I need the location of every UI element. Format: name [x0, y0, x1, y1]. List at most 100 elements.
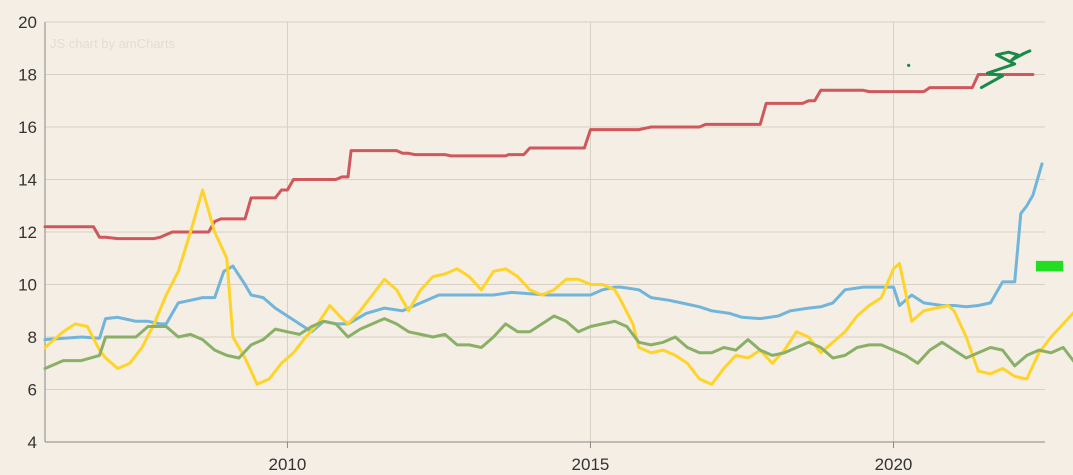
- data-point: [262, 338, 265, 341]
- data-point: [123, 336, 125, 338]
- data-point: [820, 352, 822, 354]
- data-point: [880, 344, 883, 346]
- data-point: [820, 89, 822, 92]
- data-point: [989, 373, 992, 375]
- series-blue: [43, 162, 1044, 342]
- data-point: [420, 302, 422, 304]
- data-point: [1050, 352, 1052, 354]
- data-point: [941, 341, 943, 344]
- data-point: [244, 283, 246, 286]
- data-point: [141, 346, 143, 349]
- data-point: [547, 294, 549, 296]
- data-point: [104, 357, 107, 359]
- axes: 4 6 8 10 12 14 16 18 20 2010 2015 2020: [18, 13, 1045, 474]
- data-point: [401, 310, 404, 312]
- data-point: [444, 153, 446, 156]
- data-point: [1001, 281, 1004, 283]
- data-point: [698, 378, 701, 380]
- data-point: [801, 102, 804, 105]
- data-point: [698, 352, 701, 354]
- data-point: [223, 270, 225, 273]
- data-point: [1013, 281, 1016, 283]
- data-point: [541, 294, 543, 296]
- data-point: [844, 331, 846, 333]
- data-point: [710, 352, 713, 354]
- y-tick-label: 4: [28, 433, 37, 452]
- data-point: [820, 306, 822, 308]
- data-point: [341, 176, 343, 178]
- data-point: [347, 336, 349, 338]
- data-point: [1032, 194, 1034, 197]
- data-point: [1038, 349, 1040, 351]
- data-point: [1001, 367, 1004, 370]
- data-point: [977, 370, 980, 372]
- data-point: [98, 354, 101, 357]
- data-point: [698, 126, 701, 128]
- data-point: [904, 354, 907, 357]
- data-point: [104, 336, 107, 338]
- data-point: [189, 333, 192, 336]
- data-point: [553, 289, 555, 291]
- data-point: [98, 337, 101, 340]
- data-point: [1041, 163, 1043, 165]
- data-point: [62, 359, 64, 362]
- data-point: [971, 86, 974, 89]
- y-tick-label: 14: [18, 171, 37, 190]
- series-line-blue: [43, 162, 1044, 342]
- data-point: [480, 289, 483, 291]
- data-point: [262, 296, 265, 299]
- data-point: [432, 336, 434, 338]
- data-point: [589, 128, 592, 131]
- data-point: [104, 317, 107, 320]
- data-point: [880, 286, 883, 288]
- data-point: [104, 236, 107, 238]
- data-point: [304, 336, 307, 338]
- data-point: [201, 296, 204, 299]
- data-point: [329, 304, 331, 307]
- data-point: [44, 226, 46, 228]
- data-point: [759, 123, 761, 126]
- data-point: [989, 302, 992, 304]
- y-tick-label: 8: [28, 328, 37, 347]
- data-point: [292, 352, 295, 354]
- data-point: [929, 349, 931, 351]
- data-point: [456, 294, 458, 296]
- data-point: [777, 315, 780, 317]
- data-point: [650, 126, 652, 128]
- data-point: [977, 304, 980, 307]
- data-point: [383, 307, 386, 309]
- data-point: [977, 73, 980, 76]
- data-point: [474, 294, 477, 296]
- data-point: [710, 383, 713, 386]
- data-point: [153, 323, 155, 325]
- data-point: [438, 294, 440, 296]
- data-point: [898, 304, 901, 307]
- data-point: [704, 123, 707, 126]
- data-point: [613, 320, 616, 323]
- data-point: [116, 367, 119, 370]
- data-point: [371, 323, 374, 325]
- data-point: [44, 367, 46, 370]
- data-point: [504, 268, 507, 270]
- data-point: [832, 302, 834, 304]
- x-tick-label: 2020: [875, 455, 913, 474]
- data-point: [807, 336, 810, 338]
- data-point: [565, 320, 567, 323]
- data-point: [510, 291, 513, 294]
- data-point: [662, 349, 664, 351]
- data-point: [1032, 73, 1034, 76]
- data-point: [910, 320, 913, 323]
- data-point: [935, 307, 937, 309]
- series-lines: [43, 73, 1073, 386]
- data-point: [565, 278, 567, 281]
- data-point: [1026, 354, 1028, 357]
- data-point: [977, 352, 980, 354]
- data-point: [710, 310, 713, 312]
- data-point: [529, 331, 531, 333]
- data-point: [280, 362, 283, 365]
- data-point: [492, 336, 495, 338]
- data-point: [98, 236, 101, 238]
- data-point: [116, 316, 119, 319]
- data-point: [965, 306, 967, 308]
